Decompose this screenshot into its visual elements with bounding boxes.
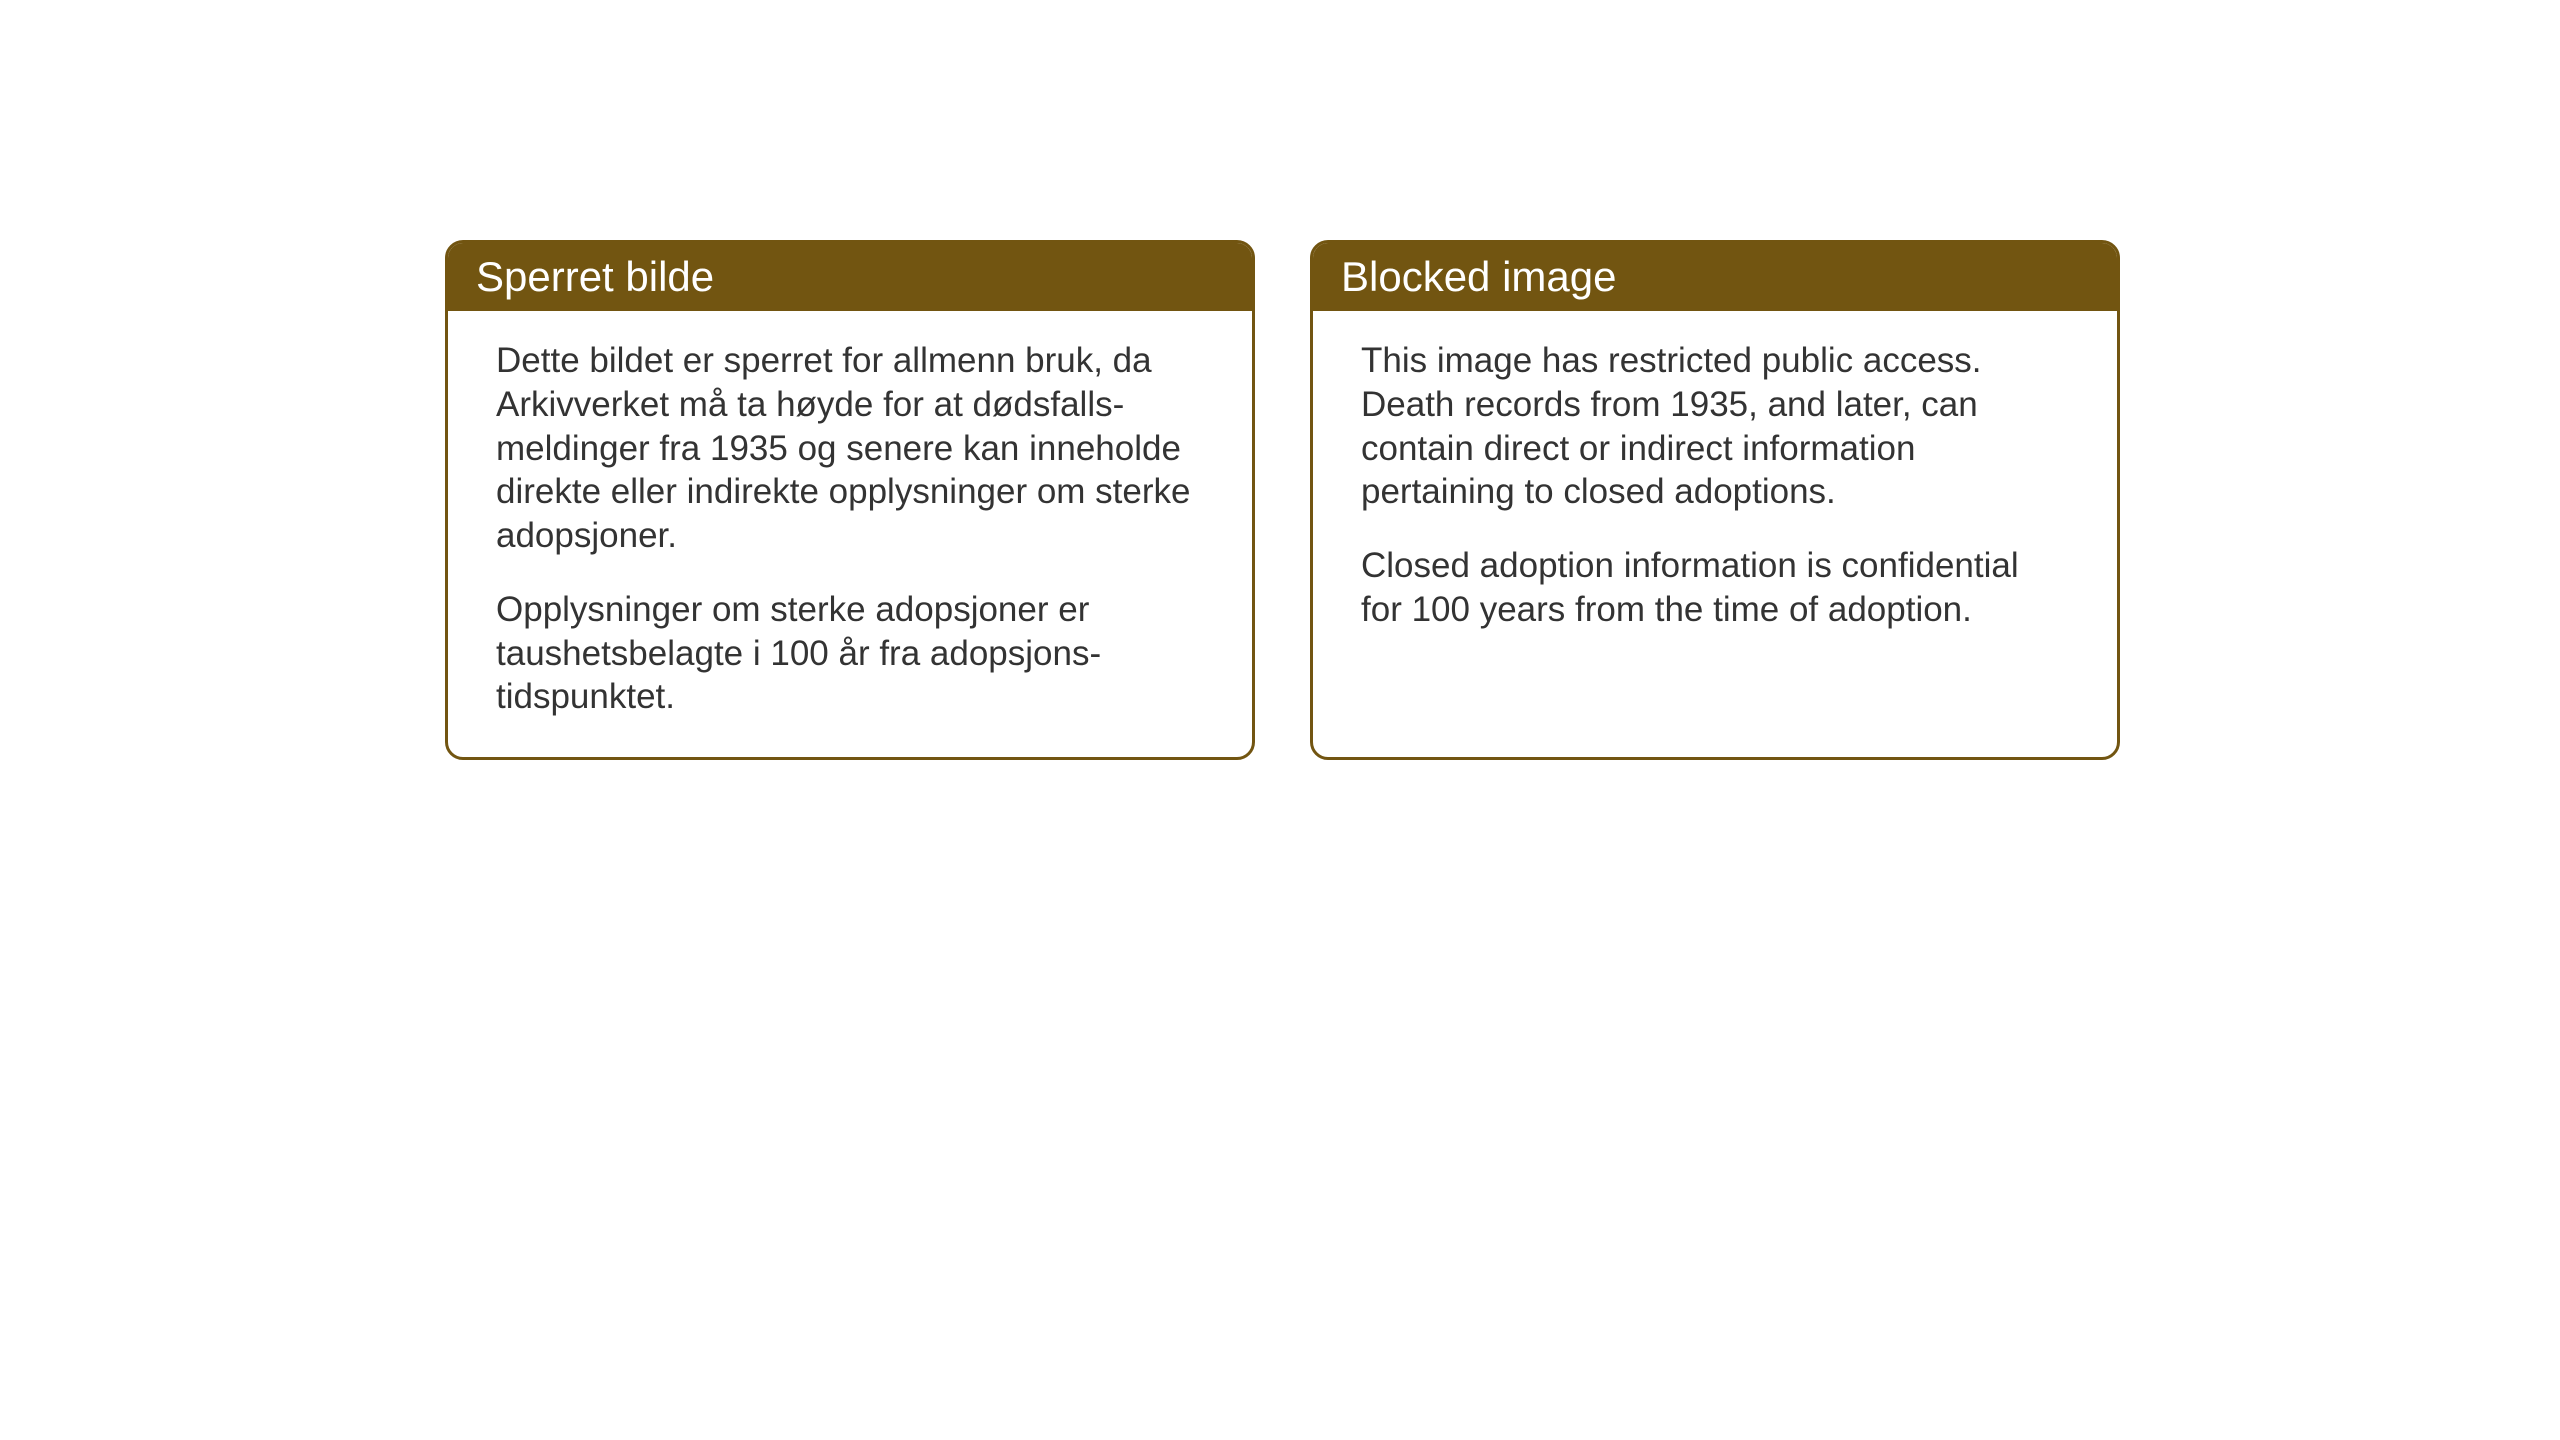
norwegian-card-body: Dette bildet er sperret for allmenn bruk… bbox=[448, 311, 1252, 757]
english-paragraph-2: Closed adoption information is confident… bbox=[1361, 544, 2069, 632]
norwegian-notice-card: Sperret bilde Dette bildet er sperret fo… bbox=[445, 240, 1255, 760]
norwegian-paragraph-1: Dette bildet er sperret for allmenn bruk… bbox=[496, 339, 1204, 558]
norwegian-paragraph-2: Opplysninger om sterke adopsjoner er tau… bbox=[496, 588, 1204, 719]
english-card-body: This image has restricted public access.… bbox=[1313, 311, 2117, 670]
english-paragraph-1: This image has restricted public access.… bbox=[1361, 339, 2069, 514]
notice-container: Sperret bilde Dette bildet er sperret fo… bbox=[445, 240, 2120, 760]
norwegian-card-title: Sperret bilde bbox=[448, 243, 1252, 311]
english-card-title: Blocked image bbox=[1313, 243, 2117, 311]
english-notice-card: Blocked image This image has restricted … bbox=[1310, 240, 2120, 760]
